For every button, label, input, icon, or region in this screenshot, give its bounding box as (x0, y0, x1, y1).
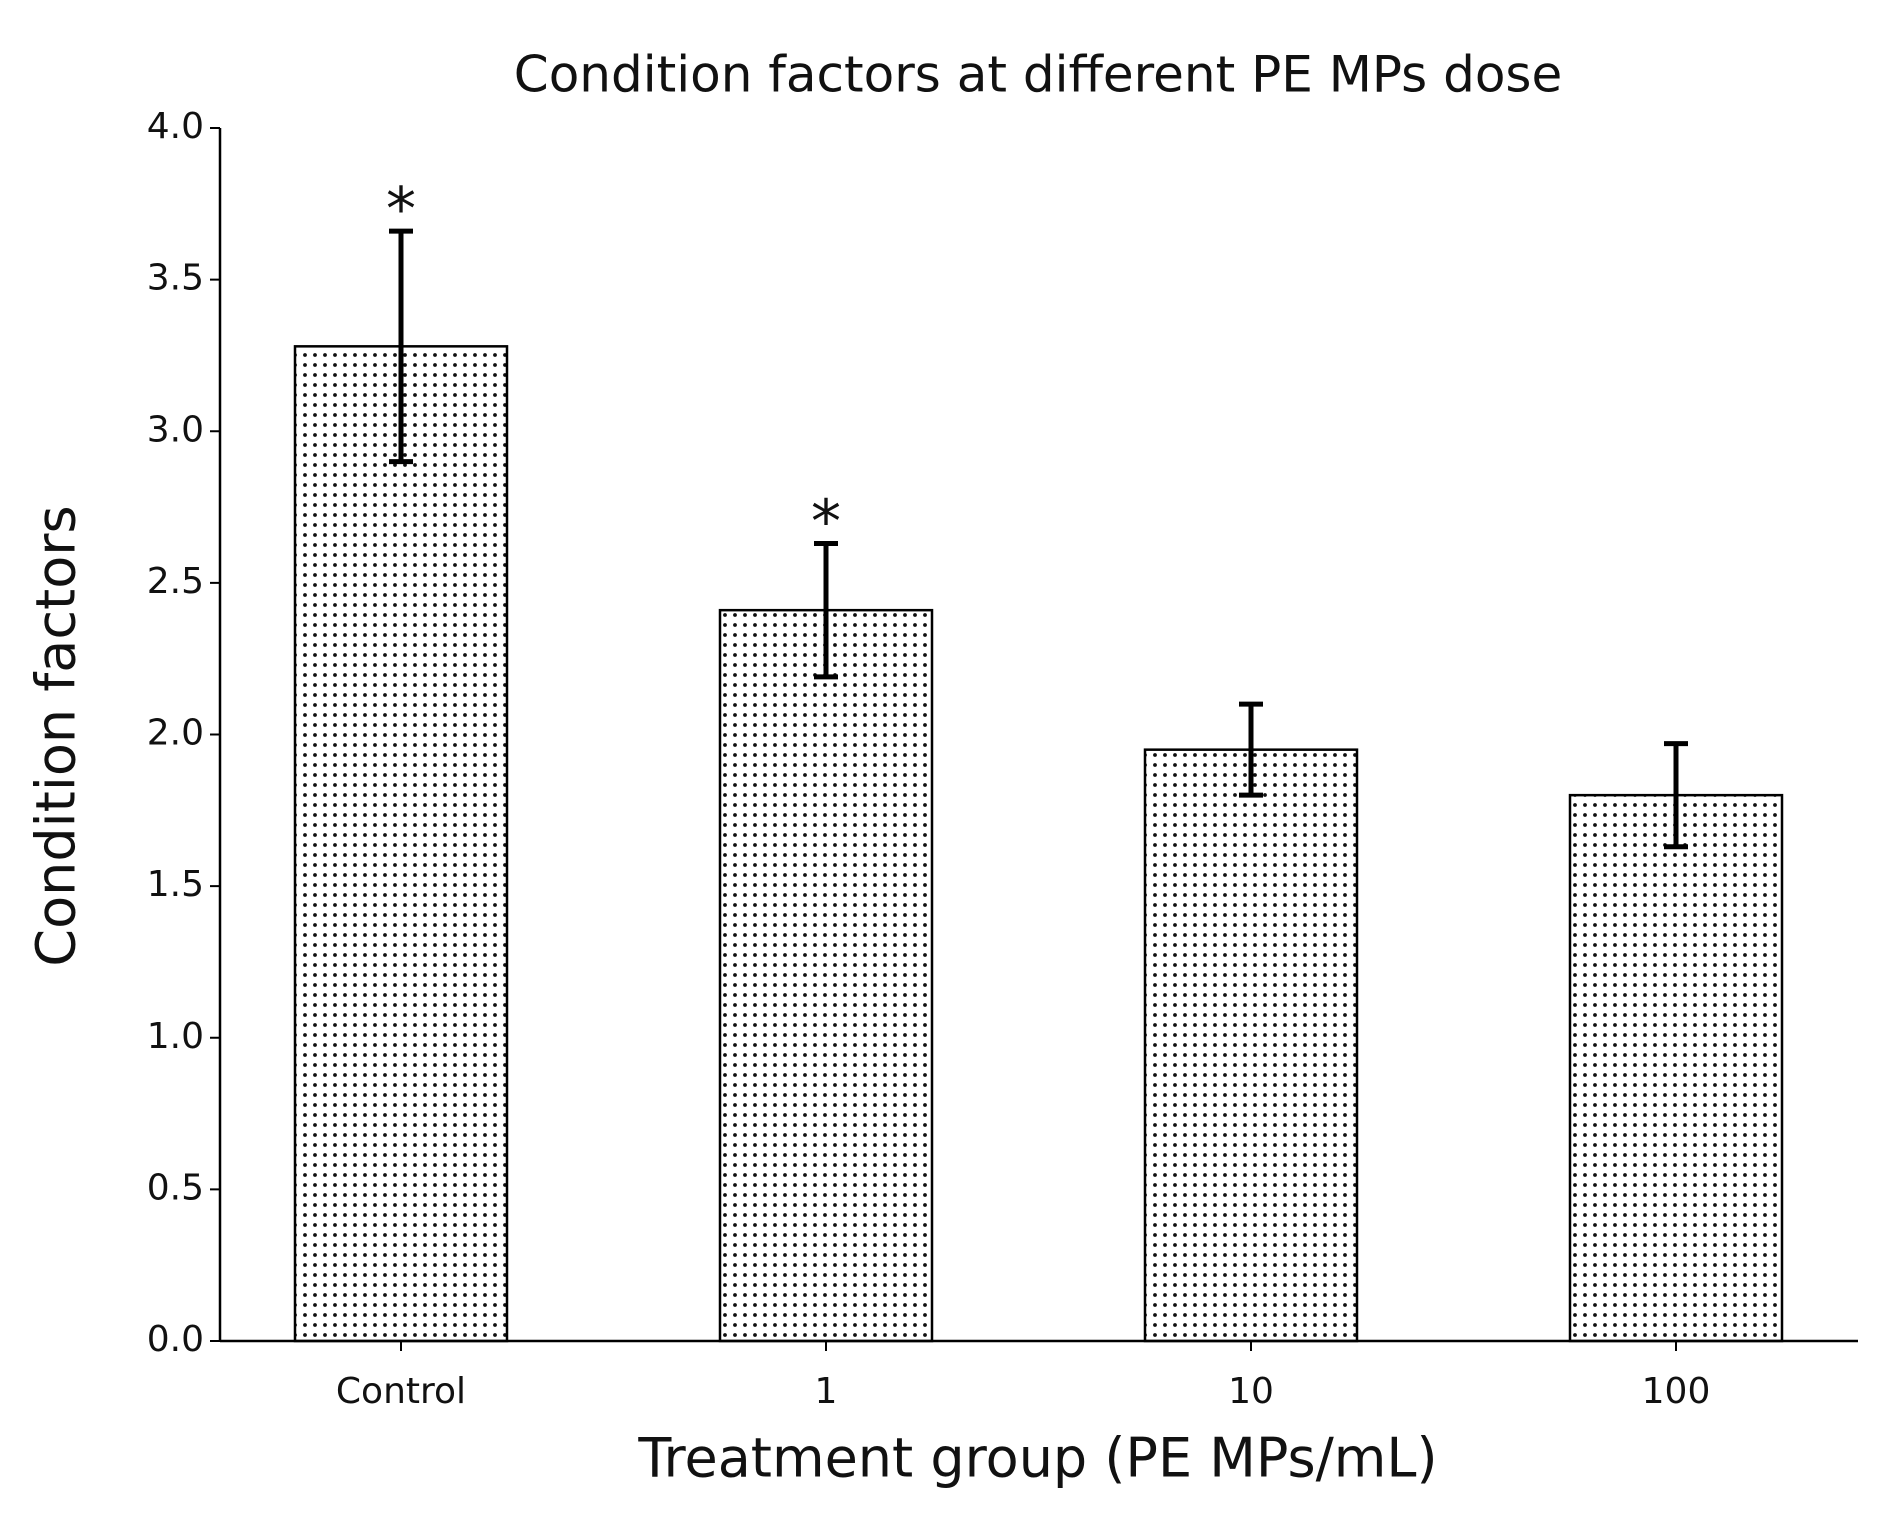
y-tick-label: 4.0 (147, 106, 204, 147)
x-axis-label: Treatment group (PE MPs/mL) (637, 1427, 1437, 1490)
x-tick-label: 100 (1642, 1371, 1711, 1412)
y-tick-label: 3.0 (147, 409, 204, 450)
bar (1568, 793, 1784, 1343)
y-tick-label: 0.5 (147, 1167, 204, 1208)
y-tick-label: 3.5 (147, 258, 204, 299)
y-tick-label: 1.5 (147, 864, 204, 905)
significance-marker: * (386, 175, 416, 245)
bar (1143, 748, 1359, 1343)
y-tick-label: 1.0 (147, 1016, 204, 1057)
significance-marker: * (811, 487, 841, 557)
bar (293, 345, 509, 1343)
x-tick-label: 1 (815, 1371, 838, 1412)
x-tick-label: 10 (1228, 1371, 1274, 1412)
chart-title: Condition factors at different PE MPs do… (514, 46, 1562, 104)
bar (718, 608, 934, 1343)
y-tick-label: 2.5 (147, 561, 204, 602)
x-tick-label: Control (336, 1371, 466, 1412)
y-tick-label: 0.0 (147, 1319, 204, 1360)
y-axis-label: Condition factors (25, 505, 88, 966)
y-tick-label: 2.0 (147, 713, 204, 754)
